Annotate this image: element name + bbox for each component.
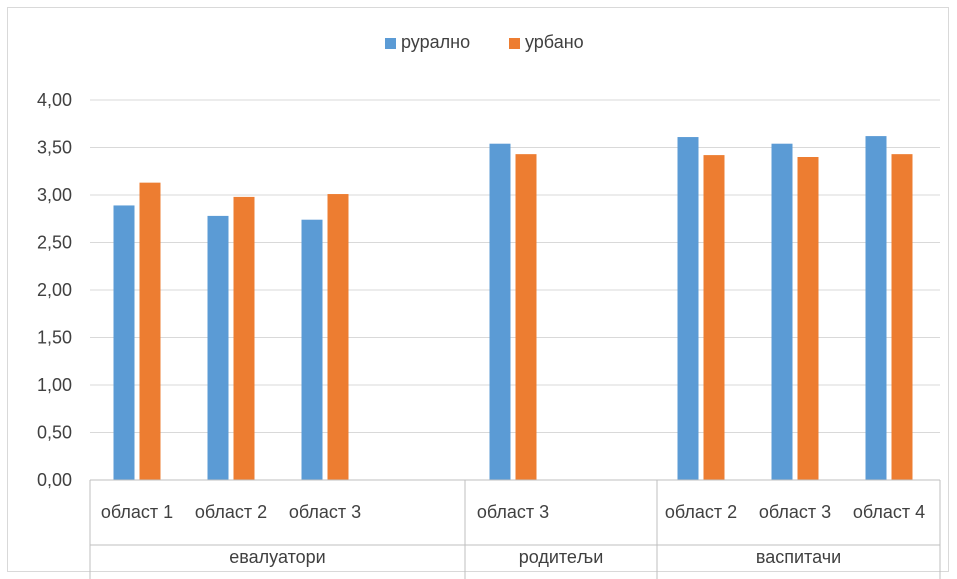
category-label: област 3 <box>759 502 831 522</box>
y-tick-label: 3,50 <box>37 138 72 158</box>
category-label: област 1 <box>101 502 173 522</box>
category-label: област 3 <box>477 502 549 522</box>
bar-rural <box>113 205 135 480</box>
y-tick-label: 3,00 <box>37 185 72 205</box>
group-label: родитељи <box>519 547 604 567</box>
category-label: област 2 <box>665 502 737 522</box>
bar-rural <box>771 143 793 480</box>
bar-urban <box>139 182 161 480</box>
legend-label: рурално <box>401 32 470 52</box>
y-tick-label: 0,50 <box>37 423 72 443</box>
category-label: област 2 <box>195 502 267 522</box>
y-tick-label: 1,50 <box>37 328 72 348</box>
legend-swatch <box>509 38 520 49</box>
y-tick-label: 4,00 <box>37 90 72 110</box>
y-tick-label: 2,00 <box>37 280 72 300</box>
group-label: евалуатори <box>229 547 325 567</box>
group-label: васпитачи <box>756 547 841 567</box>
bar-urban <box>515 154 537 480</box>
bar-urban <box>797 157 819 480</box>
y-tick-label: 0,00 <box>37 470 72 490</box>
bar-urban <box>327 194 349 481</box>
bar-rural <box>865 136 887 480</box>
bar-urban <box>891 154 913 480</box>
bar-urban <box>703 155 725 480</box>
bar-rural <box>207 215 229 480</box>
bar-rural <box>677 137 699 481</box>
legend-label: урбано <box>525 32 584 52</box>
bar-rural <box>301 219 323 480</box>
category-label: област 3 <box>289 502 361 522</box>
category-label: област 4 <box>853 502 925 522</box>
legend-swatch <box>385 38 396 49</box>
bar-urban <box>233 196 255 480</box>
y-tick-label: 2,50 <box>37 233 72 253</box>
y-tick-label: 1,00 <box>37 375 72 395</box>
bar-rural <box>489 143 511 480</box>
